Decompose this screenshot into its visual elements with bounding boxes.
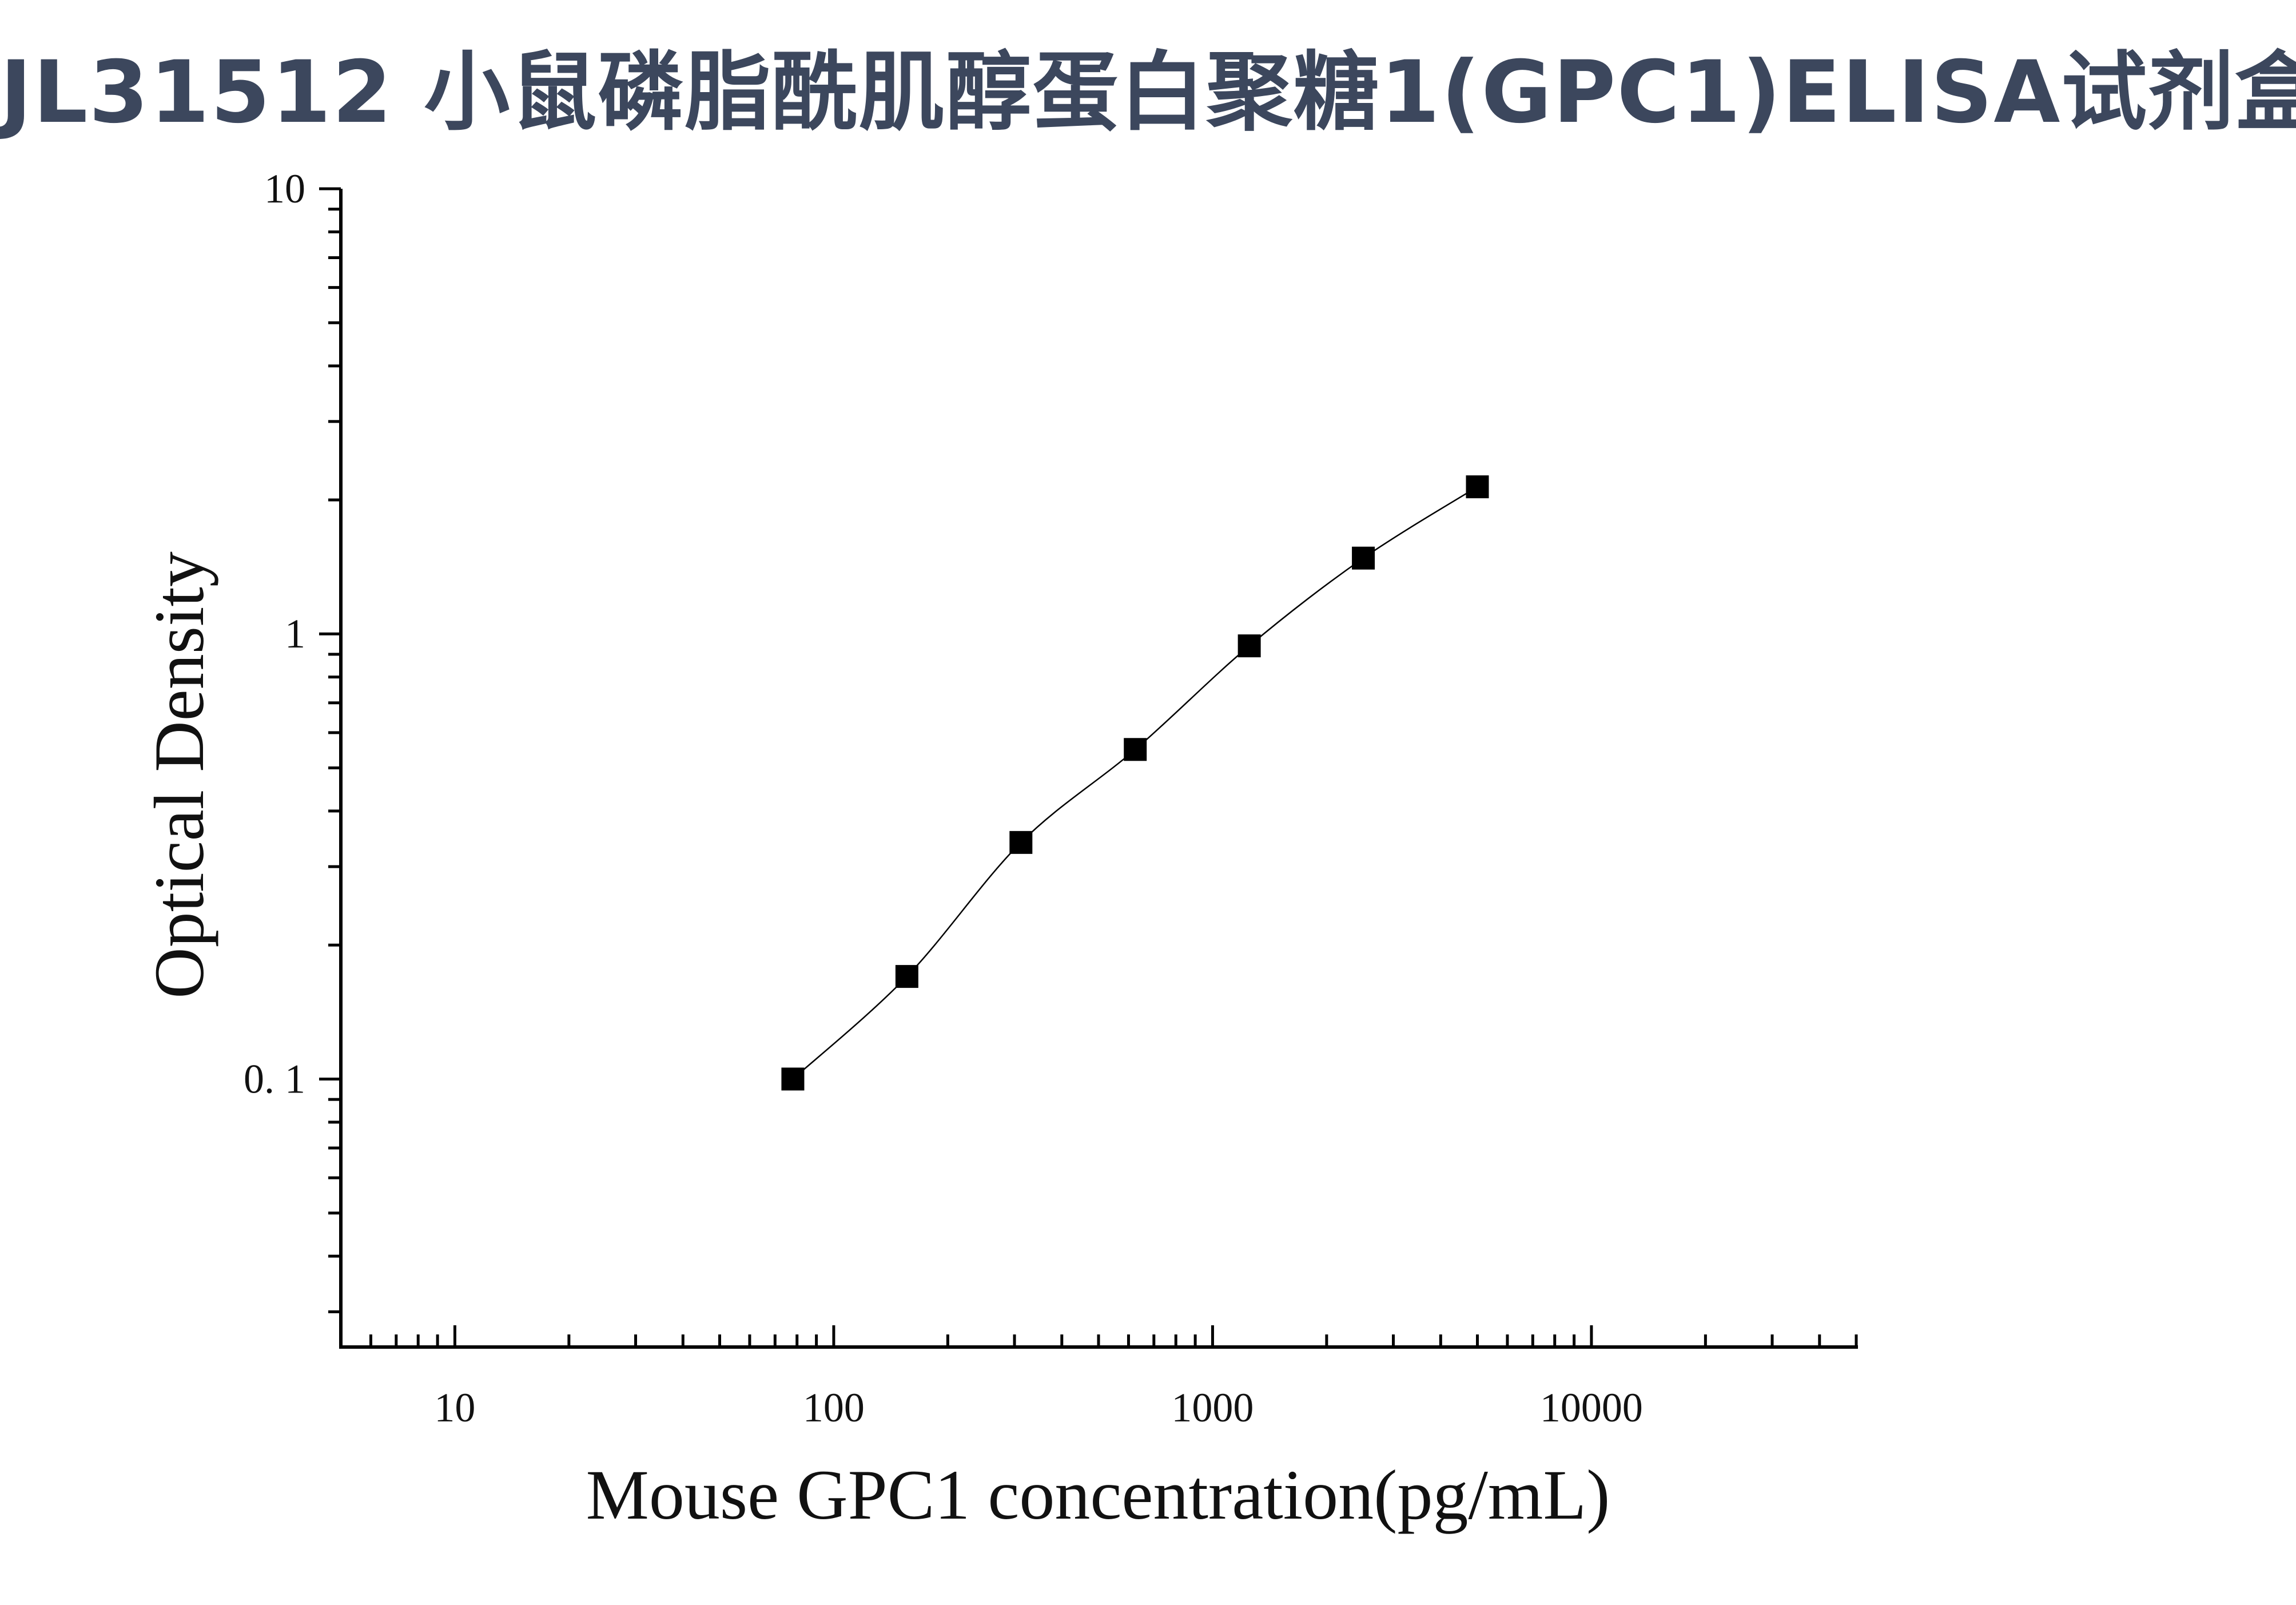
y-axis-title: Optical Density <box>140 551 218 999</box>
data-point <box>1237 634 1261 658</box>
data-points <box>781 475 1489 1091</box>
data-point <box>1009 831 1033 854</box>
chart-ticks <box>319 187 1858 1347</box>
chart-tick-labels: 10 100 1000 10000 0. 1 1 10 <box>244 166 1643 1431</box>
y-tick-label: 1 <box>285 611 305 657</box>
fit-curve <box>792 486 1478 1080</box>
data-point <box>1124 738 1147 761</box>
chart-axes <box>339 189 1858 1349</box>
x-tick-label: 10000 <box>1540 1385 1643 1431</box>
chart-title: JL31512 小鼠磷脂酰肌醇蛋白聚糖1(GPC1)ELISA试剂盒 <box>0 43 2296 142</box>
x-tick-label: 10 <box>434 1385 475 1431</box>
data-point <box>781 1067 805 1091</box>
y-tick-label: 0. 1 <box>244 1056 305 1102</box>
x-axis-title: Mouse GPC1 concentration(pg/mL) <box>586 1456 1610 1534</box>
data-point <box>895 965 918 988</box>
data-point <box>1466 475 1489 499</box>
x-tick-label: 1000 <box>1171 1385 1254 1431</box>
y-tick-label: 10 <box>264 166 305 212</box>
x-tick-label: 100 <box>803 1385 865 1431</box>
data-point <box>1352 546 1375 570</box>
